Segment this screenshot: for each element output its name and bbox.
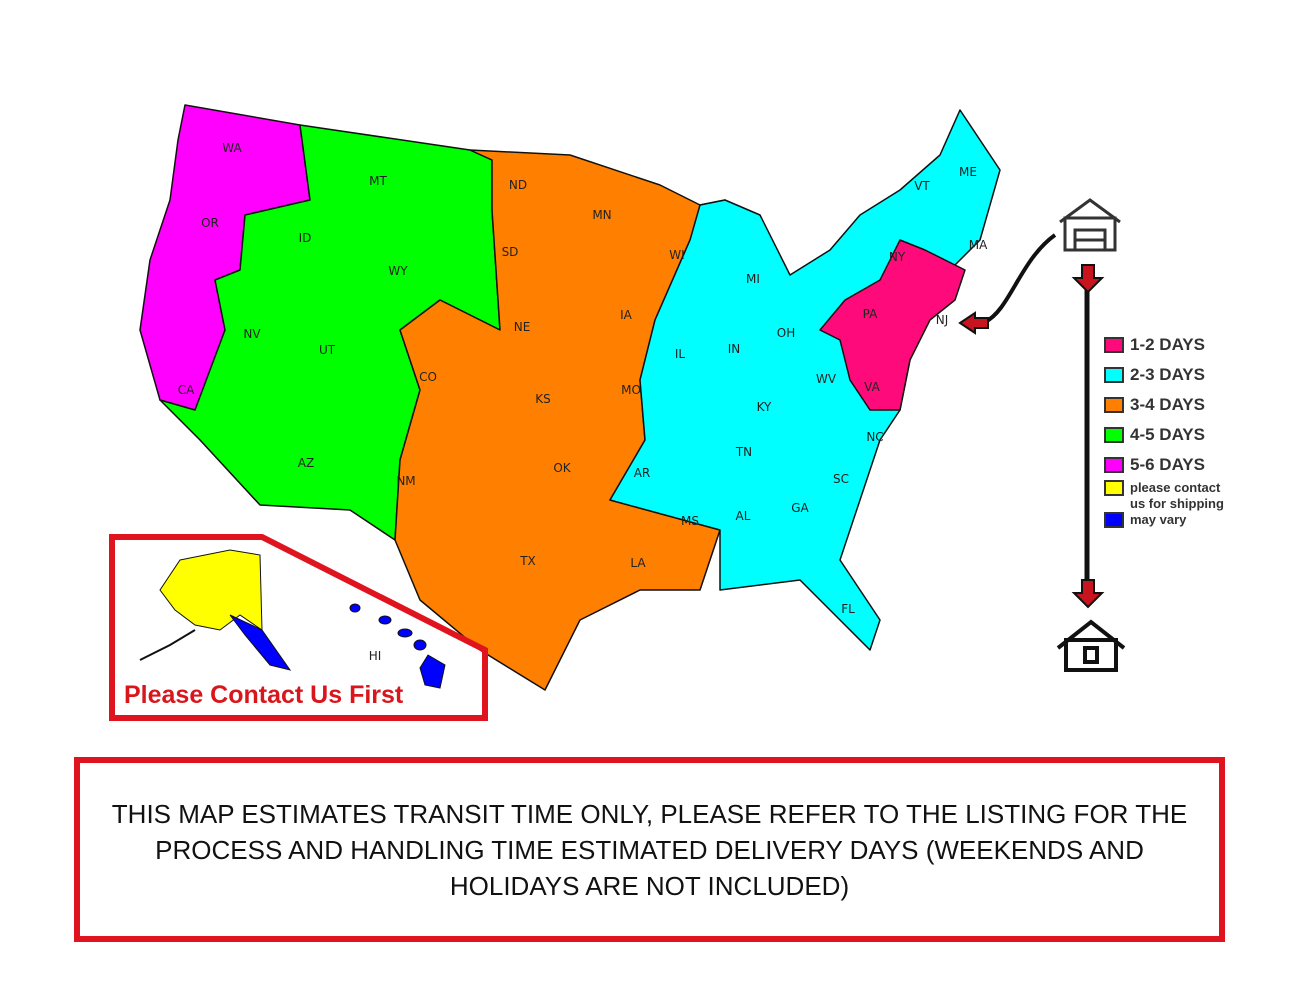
state-label-nc: NC xyxy=(866,430,883,444)
state-label-mn: MN xyxy=(592,208,611,222)
state-label-vt: VT xyxy=(914,179,930,193)
state-labels: WA OR CA ID NV MT WY UT AZ CO NM ND SD NE KS OK TX MN IA MO… xyxy=(178,141,988,663)
state-label-oh: OH xyxy=(777,326,795,340)
state-label-ms: MS xyxy=(681,514,699,528)
alaska-panhandle xyxy=(229,614,292,671)
state-label-ut: UT xyxy=(319,343,336,357)
state-label-sd: SD xyxy=(502,245,519,259)
state-label-ia: IA xyxy=(620,308,633,322)
state-label-ne: NE xyxy=(514,320,531,334)
legend-item: 2-3 DAYS xyxy=(1104,360,1254,390)
legend-label: please contact xyxy=(1130,480,1221,495)
state-label-az: AZ xyxy=(298,456,314,470)
inset-contact-note: Please Contact Us First xyxy=(124,681,404,709)
state-label-hi: HI xyxy=(369,649,382,663)
legend-label: 3-4 DAYS xyxy=(1130,395,1205,414)
state-label-nj: NJ xyxy=(936,313,949,327)
notice-box: THIS MAP ESTIMATES TRANSIT TIME ONLY, PL… xyxy=(74,757,1225,942)
state-label-me: ME xyxy=(959,165,977,179)
legend-label: may vary xyxy=(1130,512,1187,527)
state-label-wa: WA xyxy=(222,141,242,155)
state-label-ma: MA xyxy=(969,238,988,252)
alaska xyxy=(159,549,263,631)
state-label-nd: ND xyxy=(509,178,527,192)
legend-label: 1-2 DAYS xyxy=(1130,335,1205,354)
legend-swatch xyxy=(1104,512,1124,528)
house-icon xyxy=(1056,619,1126,672)
legend-item: may vary xyxy=(1104,512,1254,528)
notice-text: THIS MAP ESTIMATES TRANSIT TIME ONLY, PL… xyxy=(111,798,1188,901)
inset-frame xyxy=(109,534,488,721)
state-label-la: LA xyxy=(630,556,646,570)
legend-swatch xyxy=(1104,397,1124,413)
hawaii xyxy=(349,603,446,689)
state-label-ky: KY xyxy=(757,400,772,414)
aleutians xyxy=(139,629,196,661)
state-label-in: IN xyxy=(728,342,741,356)
state-label-al: AL xyxy=(736,509,751,523)
state-label-il: IL xyxy=(675,347,686,361)
legend-swatch xyxy=(1104,457,1124,473)
legend-swatch xyxy=(1104,427,1124,443)
state-label-tx: TX xyxy=(519,554,536,568)
state-label-ny: NY xyxy=(889,250,906,264)
state-label-sc: SC xyxy=(833,472,849,486)
state-label-nm: NM xyxy=(396,474,415,488)
legend-label: us for shipping xyxy=(1130,496,1224,511)
state-label-mo: MO xyxy=(621,383,641,397)
legend-swatch xyxy=(1104,367,1124,383)
warehouse-icon xyxy=(1059,198,1121,252)
state-label-or: OR xyxy=(201,216,219,230)
legend-item: 1-2 DAYS xyxy=(1104,330,1254,360)
state-label-pa: PA xyxy=(863,307,878,321)
legend: 1-2 DAYS 2-3 DAYS 3-4 DAYS 4-5 DAYS 5-6 DAYS… xyxy=(1104,330,1254,528)
state-label-tn: TN xyxy=(735,445,752,459)
state-label-co: CO xyxy=(419,370,437,384)
legend-item: us for shipping xyxy=(1104,496,1254,512)
state-label-id: ID xyxy=(299,231,312,245)
state-label-wy: WY xyxy=(388,264,408,278)
state-label-va: VA xyxy=(864,380,880,394)
legend-label: 5-6 DAYS xyxy=(1130,455,1205,474)
state-label-ar: AR xyxy=(634,466,651,480)
state-label-mi: MI xyxy=(746,272,760,286)
arrow-left-icon xyxy=(958,311,989,335)
legend-label: 4-5 DAYS xyxy=(1130,425,1205,444)
legend-swatch xyxy=(1104,337,1124,353)
state-label-fl: FL xyxy=(841,602,855,616)
legend-label: 2-3 DAYS xyxy=(1130,365,1205,384)
legend-item: 3-4 DAYS xyxy=(1104,390,1254,420)
arrow-down-icon xyxy=(1071,579,1105,609)
legend-item: 4-5 DAYS xyxy=(1104,420,1254,450)
legend-item: 5-6 DAYS xyxy=(1104,450,1254,480)
zone-1-2-days xyxy=(819,239,966,411)
legend-swatch xyxy=(1104,480,1124,496)
state-label-ok: OK xyxy=(553,461,571,475)
state-label-mt: MT xyxy=(369,174,387,188)
state-label-ca: CA xyxy=(178,383,195,397)
state-label-nv: NV xyxy=(243,327,261,341)
route-curve xyxy=(984,233,1057,324)
state-label-ks: KS xyxy=(535,392,551,406)
state-label-ga: GA xyxy=(791,501,809,515)
state-label-wv: WV xyxy=(816,372,837,386)
arrow-down-icon xyxy=(1071,264,1105,294)
state-label-wi: WI xyxy=(669,248,684,262)
legend-item: please contact xyxy=(1104,480,1254,496)
